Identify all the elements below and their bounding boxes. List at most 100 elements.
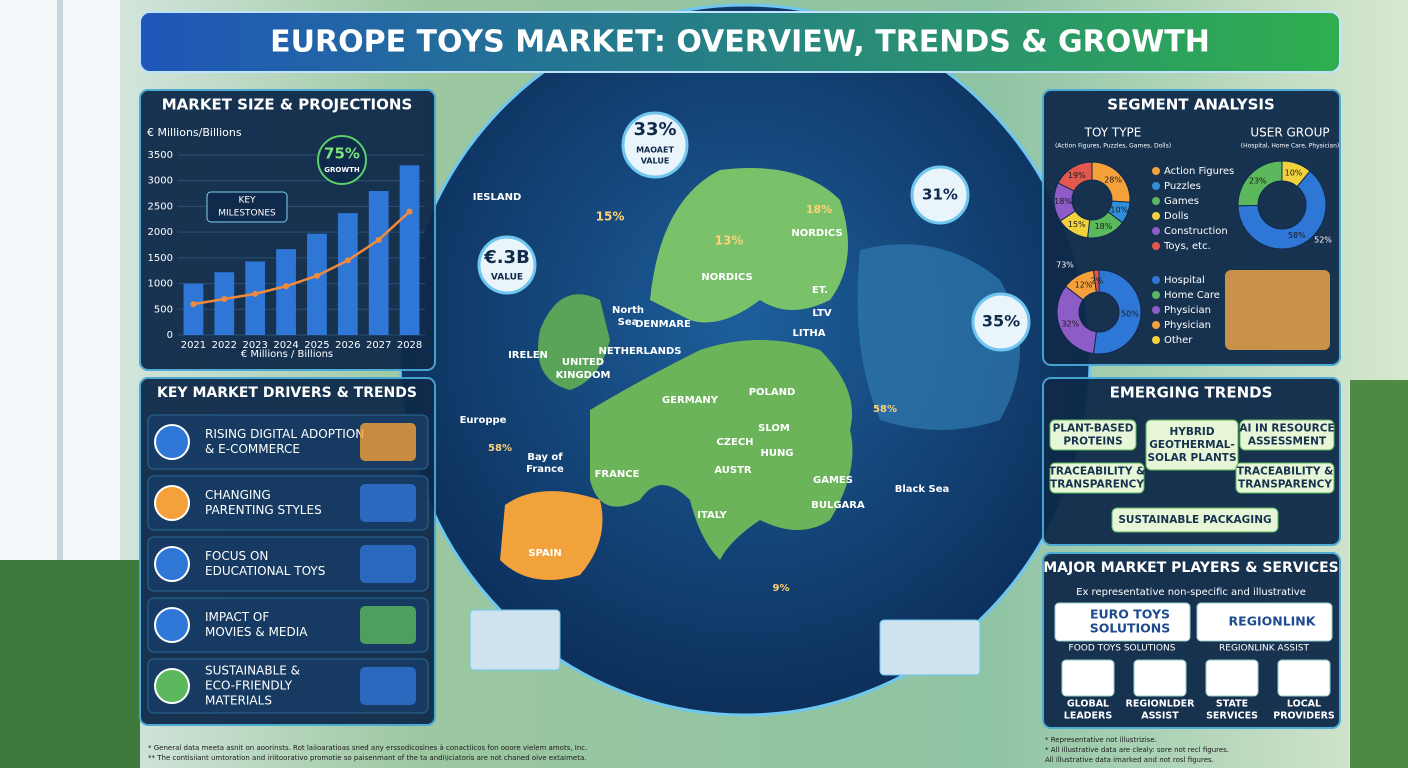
legend-swatch — [1152, 336, 1160, 344]
pie-label: 10% — [1285, 169, 1303, 178]
map-callout: €.3B — [483, 247, 530, 268]
trend-box — [1235, 462, 1335, 494]
trend-text: TRANSPARENCY — [1238, 479, 1332, 491]
panel-title: SEGMENT ANALYSIS — [1107, 96, 1275, 114]
x-tick-label: 2021 — [181, 340, 206, 351]
map-callout: 35% — [982, 312, 1020, 331]
x-tick-label: 2027 — [366, 340, 391, 351]
player-icon — [1061, 659, 1115, 697]
map-bubble — [971, 292, 1031, 352]
map-label: IRELEN — [508, 350, 548, 361]
logo-text: SOLUTIONS — [1090, 621, 1171, 636]
trend-text: AI IN RESOURCE — [1239, 423, 1334, 435]
driver-row — [147, 597, 429, 653]
map-label: KINGDOM — [556, 370, 611, 381]
pie-subtitle: (Action Figures, Puzzles, Games, Dolls) — [1055, 143, 1171, 150]
driver-illustration — [360, 484, 416, 522]
bar — [214, 272, 235, 335]
y-tick-label: 3500 — [148, 150, 173, 161]
y-tick-label: 2500 — [148, 201, 173, 212]
trend-point — [190, 301, 197, 308]
map-label: North — [612, 305, 644, 316]
map-label: AUSTR — [714, 465, 752, 476]
trend-text: SUSTAINABLE PACKAGING — [1118, 514, 1271, 526]
map-label: CZECH — [716, 437, 753, 448]
map-label: NORDICS — [701, 272, 752, 283]
legend-swatch — [1152, 321, 1160, 329]
map-callout: 31% — [922, 186, 958, 204]
logo-caption: FOOD TOYS SOLUTIONS — [1069, 644, 1176, 654]
legend-swatch — [1152, 212, 1160, 220]
map-label: Black Sea — [895, 484, 950, 495]
trend-box — [1111, 507, 1279, 533]
x-tick-label: 2023 — [242, 340, 267, 351]
map-label: LITHA — [792, 328, 825, 339]
trend-point — [344, 257, 351, 264]
logo-text: EURO TOYS — [1090, 607, 1170, 622]
landmass — [650, 168, 848, 323]
legend-label: Dolls — [1164, 211, 1189, 222]
driver-text: MOVIES & MEDIA — [205, 625, 308, 639]
driver-illustration — [360, 545, 416, 583]
pie-label: 28% — [1104, 176, 1122, 185]
map-callout: 9% — [773, 583, 790, 594]
trend-box — [1049, 462, 1145, 494]
legend-swatch — [1152, 182, 1160, 190]
logo-caption: REGIONLINK ASSIST — [1219, 644, 1309, 654]
pie-label: 19% — [1068, 171, 1086, 180]
driver-text: IMPACT OF — [205, 610, 269, 624]
bar — [368, 191, 389, 335]
trend-box — [1145, 419, 1239, 471]
map-bubble — [477, 235, 537, 295]
driver-icon — [154, 424, 190, 460]
player-label: ASSIST — [1141, 711, 1179, 722]
driver-icon — [154, 546, 190, 582]
driver-row — [147, 414, 429, 470]
driver-icon — [154, 607, 190, 643]
driver-icon — [154, 668, 190, 704]
map-label: BULGARA — [811, 500, 865, 511]
x-tick-label: 2025 — [304, 340, 329, 351]
legend-label: Physician — [1164, 320, 1211, 331]
bar — [245, 261, 266, 335]
map-label: UNITED — [562, 357, 604, 368]
footnote: ** The contisiiant umtoration and iriito… — [148, 754, 586, 762]
plants — [0, 560, 140, 768]
pie-label: 18% — [1054, 197, 1072, 206]
y-tick-label: 500 — [154, 304, 173, 315]
note: Ex representative non-specific and illus… — [1076, 587, 1306, 598]
driver-text: SUSTAINABLE & — [205, 664, 300, 678]
trend-box — [1049, 419, 1137, 451]
pie-label: 15% — [1068, 220, 1086, 229]
driver-text: & E-COMMERCE — [205, 442, 300, 456]
map-label: ITALY — [697, 510, 727, 521]
map-bubble — [910, 165, 970, 225]
y-tick-label: 2000 — [148, 227, 173, 238]
legend-label: Construction — [1164, 226, 1228, 237]
pie-label: 10% — [1110, 205, 1128, 214]
y-tick-label: 0 — [167, 330, 173, 341]
unit-label: € Millions/Billions — [147, 126, 242, 139]
map-label: IESLAND — [473, 192, 522, 203]
trend-text: TRANSPARENCY — [1050, 479, 1144, 491]
player-label: REGIONLDER — [1126, 699, 1196, 710]
trend-point — [252, 290, 259, 297]
legend-label: Toys, etc. — [1163, 241, 1211, 252]
pie-slice — [1237, 170, 1327, 250]
callout-box — [206, 191, 288, 223]
legend-label: Other — [1164, 335, 1193, 346]
map-label: HUNG — [760, 448, 793, 459]
trend-point — [375, 236, 382, 243]
annotation: MILESTONES — [218, 209, 276, 219]
player-icon — [1277, 659, 1331, 697]
player-icon — [1133, 659, 1187, 697]
pie-label: 23% — [1249, 177, 1267, 186]
footnote: * General data meeta asnit on aoorinsts.… — [148, 744, 587, 752]
legend-swatch — [1152, 291, 1160, 299]
map-callout: 58% — [488, 443, 512, 454]
logo-box — [1054, 602, 1191, 642]
panel-title: MARKET SIZE & PROJECTIONS — [162, 96, 413, 114]
player-label: STATE — [1216, 699, 1248, 710]
map-label: DENMARE — [635, 319, 691, 330]
